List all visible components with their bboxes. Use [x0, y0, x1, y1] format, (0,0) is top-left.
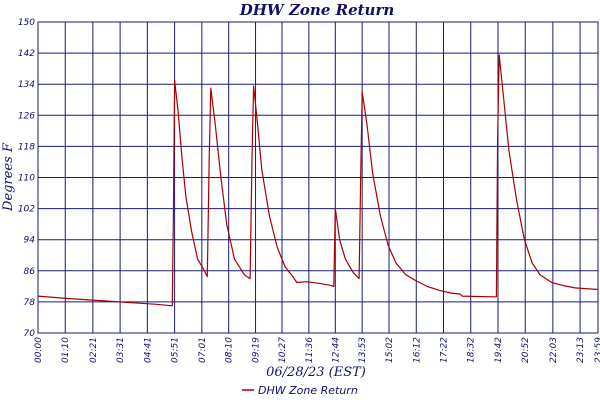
- legend-label: DHW Zone Return: [258, 384, 358, 397]
- x-axis-ticks: 00:00 01:10 02:21 03:31 04:41 05:51 07:01 08:10…: [34, 337, 600, 363]
- x-tick-label: 07:01: [198, 337, 208, 363]
- x-tick-label: 10:27: [278, 337, 288, 363]
- x-tick-label: 01:10: [61, 337, 71, 363]
- y-tick-label: 70: [24, 329, 36, 339]
- y-axis-ticks: 70 78 86 94 102 110 118 126 134 142 150: [18, 18, 35, 339]
- y-tick-label: 110: [18, 174, 35, 184]
- x-tick-label: 17:22: [440, 337, 450, 363]
- y-tick-label: 126: [18, 111, 35, 121]
- x-tick-label: 11:36: [305, 337, 315, 363]
- x-tick-label: 19:42: [494, 337, 504, 363]
- x-tick-label: 15:02: [385, 337, 395, 363]
- gridlines: [37, 21, 599, 334]
- legend: DHW Zone Return: [242, 384, 358, 397]
- x-tick-label: 22:03: [549, 337, 559, 363]
- chart-title: DHW Zone Return: [239, 1, 395, 19]
- y-tick-label: 94: [24, 236, 36, 246]
- series-line: [37, 54, 599, 307]
- x-tick-label: 20:52: [521, 337, 531, 363]
- x-tick-label: 13:53: [358, 337, 368, 363]
- x-axis-label: 06/28/23 (EST): [266, 365, 366, 380]
- y-tick-label: 102: [18, 205, 35, 215]
- y-tick-label: 134: [18, 80, 35, 90]
- x-tick-label: 16:12: [412, 337, 422, 363]
- series-group: [37, 54, 599, 307]
- y-tick-label: 142: [18, 49, 35, 59]
- x-tick-label: 12:44: [331, 337, 341, 363]
- x-tick-label: 02:21: [89, 337, 99, 363]
- x-tick-label: 03:31: [116, 337, 126, 363]
- x-tick-label: 04:41: [143, 337, 153, 363]
- x-tick-label: 08:10: [225, 337, 235, 363]
- y-tick-label: 78: [24, 298, 36, 308]
- x-tick-label: 09:19: [252, 337, 262, 363]
- y-tick-label: 118: [18, 142, 35, 152]
- x-tick-label: 00:00: [34, 337, 44, 363]
- x-tick-label: 23:59: [594, 337, 600, 363]
- x-tick-label: 18:32: [467, 337, 477, 363]
- x-tick-label: 05:51: [171, 337, 181, 363]
- y-tick-label: 150: [18, 18, 35, 28]
- y-tick-label: 86: [24, 267, 36, 277]
- y-axis-label: Degrees F: [1, 142, 16, 212]
- x-tick-label: 23:13: [576, 337, 586, 363]
